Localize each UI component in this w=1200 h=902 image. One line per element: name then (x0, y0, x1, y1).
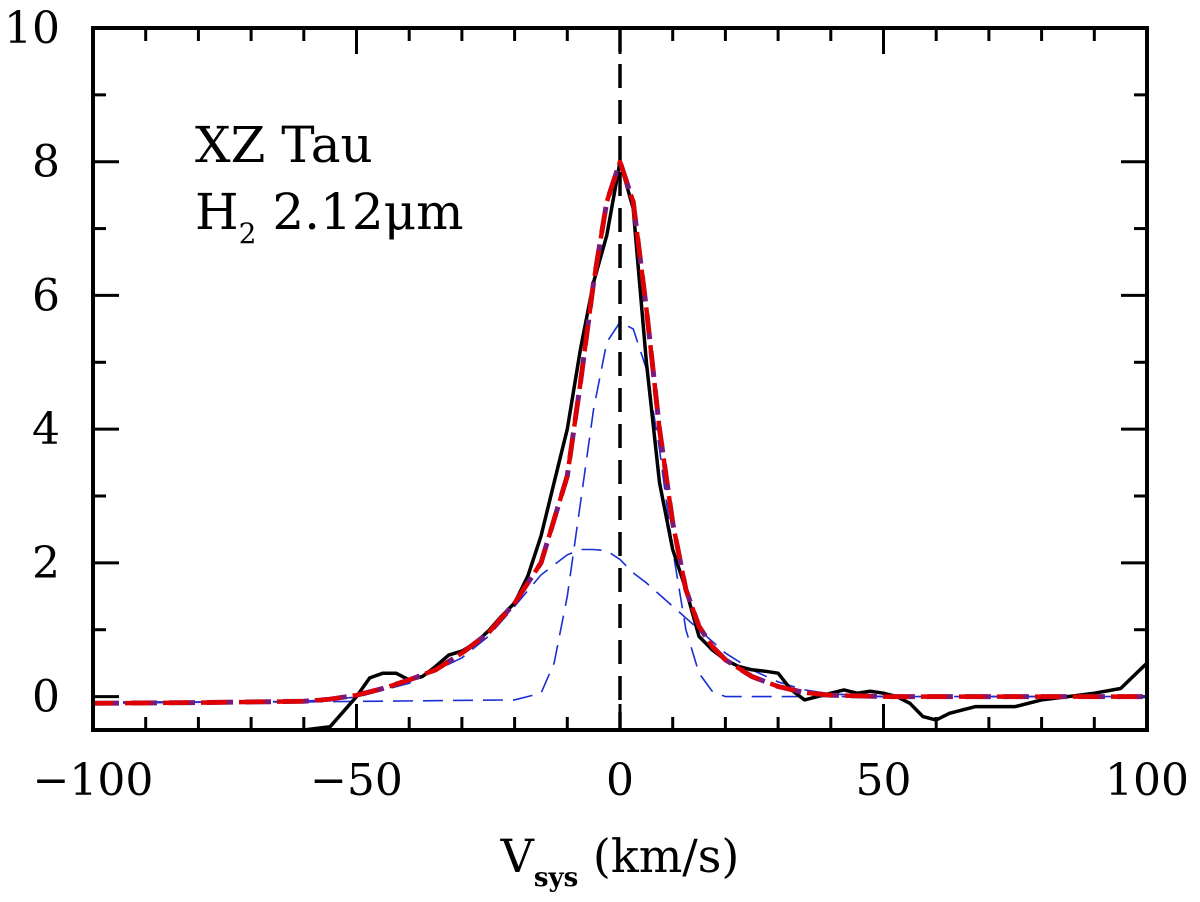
x-tick-label: −50 (310, 755, 403, 806)
line-prefix: H (195, 183, 239, 241)
line-suffix: 2.12μm (256, 183, 463, 241)
y-tick-label: 10 (4, 3, 60, 54)
series-fit-total-overlay (93, 153, 1147, 706)
x-tick-label: −100 (33, 755, 154, 806)
object-name-label: XZ Tau (195, 116, 373, 174)
spectral-line-label: H2 2.12μm (195, 183, 464, 250)
y-tick-label: 6 (32, 270, 60, 321)
line-subscript: 2 (239, 217, 257, 250)
series-broad-component (93, 548, 1147, 705)
series-observed (303, 159, 1147, 730)
y-tick-label: 2 (32, 538, 60, 589)
x-axis-label-units: (km/s) (578, 829, 739, 883)
x-tick-label: 100 (1105, 755, 1189, 806)
series-narrow-component (93, 321, 1147, 703)
x-axis-label-main: V (500, 829, 535, 883)
series-fit-total (93, 154, 1147, 706)
y-tick-label: 8 (32, 137, 60, 188)
plot-frame (91, 26, 1149, 732)
series-layer (93, 153, 1147, 730)
x-axis-label: Vsys (km/s) (500, 829, 740, 893)
x-tick-label: 0 (606, 755, 634, 806)
x-tick-label: 50 (856, 755, 912, 806)
y-tick-label: 0 (32, 672, 60, 723)
y-tick-label: 4 (32, 404, 60, 455)
minor-ticks (93, 28, 1147, 730)
tick-labels: −100 −50 0 50 100 0 2 4 6 8 10 (4, 3, 1189, 806)
x-axis-label-sub: sys (534, 863, 578, 893)
